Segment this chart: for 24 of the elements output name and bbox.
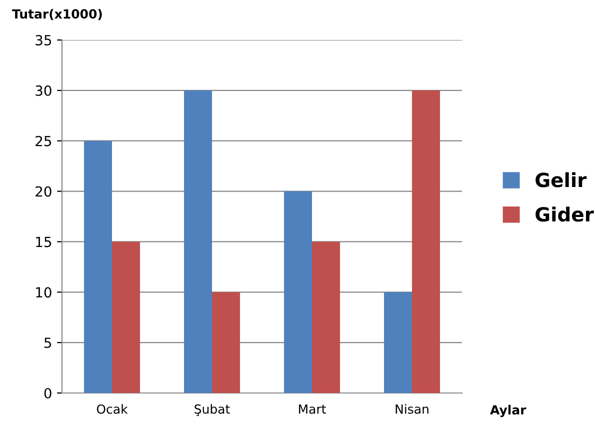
y-tick-label: 25 [36,136,52,146]
y-tick-label: 20 [36,186,52,197]
y-tick-label: 15 [36,236,52,248]
bar [412,90,440,393]
bar [212,292,240,393]
x-tick-label: Ocak [96,404,128,414]
bar [312,242,340,393]
y-tick-label: 5 [44,338,52,348]
bar [184,90,212,393]
legend-label: Gider [536,206,594,222]
bar [112,242,140,393]
y-axis-title: Tutar(x1000) [12,8,102,20]
x-tick-label: Mart [298,404,326,414]
legend-label: Gelir [536,172,587,188]
bar [284,191,312,393]
x-axis-title: Aylar [490,404,526,418]
bar [384,292,412,393]
y-tick-label: 0 [44,388,52,398]
y-tick-label: 10 [36,287,52,298]
x-tick-label: Nisan [396,404,428,414]
y-tick-label: 35 [36,34,52,46]
x-tick-label: Şubat [194,404,230,416]
y-tick-label: 30 [36,85,52,96]
bar [84,140,112,393]
